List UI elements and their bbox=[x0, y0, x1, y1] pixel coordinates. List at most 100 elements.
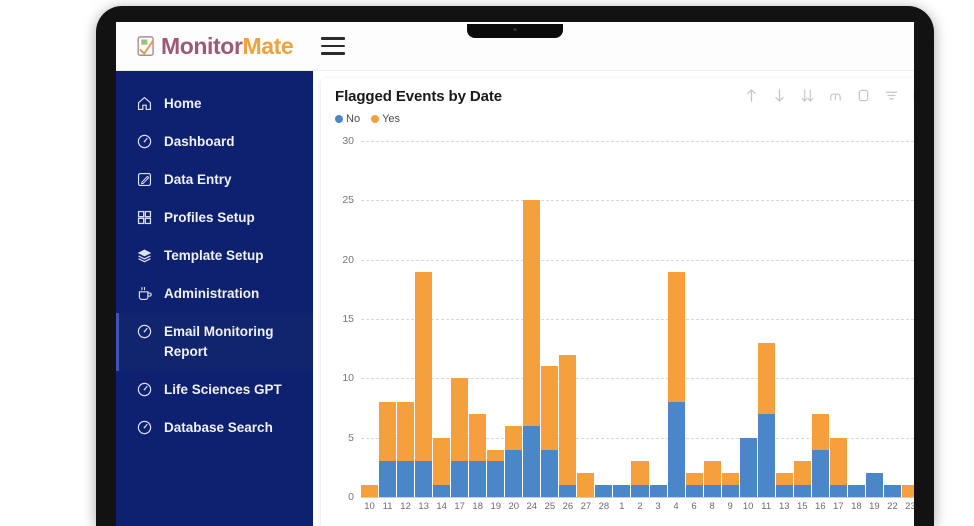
chart-bar[interactable] bbox=[685, 141, 703, 497]
expand-fullscreen-icon[interactable] bbox=[912, 88, 914, 103]
chart-bar[interactable] bbox=[811, 141, 829, 497]
bar-segment-no bbox=[721, 485, 739, 497]
home-icon bbox=[137, 96, 152, 111]
sidebar-item-label: Database Search bbox=[164, 420, 273, 435]
legend-item-no[interactable]: No bbox=[335, 113, 360, 125]
bar-segment-yes bbox=[361, 485, 379, 497]
bar-segment-no bbox=[757, 413, 775, 497]
chart-bar[interactable] bbox=[829, 141, 847, 497]
chart-bar[interactable] bbox=[559, 141, 577, 497]
chart-bar[interactable] bbox=[487, 141, 505, 497]
bar-segment-no bbox=[739, 437, 757, 497]
main-content: Flagged Events by Date No Yes bbox=[313, 71, 914, 526]
sidebar-item-email-monitoring-report[interactable]: Email Monitoring Report bbox=[116, 313, 313, 371]
sidebar-item-label: Email Monitoring Report bbox=[164, 324, 274, 359]
chart-bar[interactable] bbox=[469, 141, 487, 497]
sidebar-item-label: Life Sciences GPT bbox=[164, 382, 282, 397]
bar-segment-no bbox=[793, 485, 811, 497]
chart-bar[interactable] bbox=[541, 141, 559, 497]
chart-bar[interactable] bbox=[397, 141, 415, 497]
bar-segment-yes bbox=[415, 271, 433, 462]
bar-segment-no bbox=[775, 485, 793, 497]
sidebar-item-dashboard[interactable]: Dashboard bbox=[116, 123, 313, 161]
sidebar-item-database-search[interactable]: Database Search bbox=[116, 409, 313, 447]
chart-bar[interactable] bbox=[739, 141, 757, 497]
sidebar-item-home[interactable]: Home bbox=[116, 85, 313, 123]
sidebar-item-life-sciences-gpt[interactable]: Life Sciences GPT bbox=[116, 371, 313, 409]
sidebar-item-administration[interactable]: Administration bbox=[116, 275, 313, 313]
chart-bar[interactable] bbox=[775, 141, 793, 497]
chart-bar[interactable] bbox=[901, 141, 914, 497]
x-axis-tick-label: 17 bbox=[454, 501, 465, 512]
bar-segment-yes bbox=[577, 473, 595, 497]
x-axis-tick-label: 11 bbox=[382, 501, 393, 512]
x-axis-tick-label: 1 bbox=[619, 501, 625, 512]
hamburger-menu-icon[interactable] bbox=[321, 37, 346, 55]
bar-segment-yes bbox=[469, 413, 487, 462]
gridline bbox=[361, 378, 914, 380]
chart-bar[interactable] bbox=[379, 141, 397, 497]
x-axis-tick-label: 17 bbox=[833, 501, 844, 512]
x-axis-tick-label: 13 bbox=[778, 501, 790, 512]
x-axis-tick-label: 10 bbox=[364, 501, 375, 512]
legend-item-yes[interactable]: Yes bbox=[371, 113, 400, 125]
sidebar-item-template-setup[interactable]: Template Setup bbox=[116, 237, 313, 275]
sidebar-item-data-entry[interactable]: Data Entry bbox=[116, 161, 313, 199]
bar-segment-no bbox=[559, 485, 577, 497]
app-logo[interactable]: Monitor Mate bbox=[136, 33, 294, 60]
gauge-icon bbox=[137, 420, 152, 435]
chart-bar[interactable] bbox=[577, 141, 595, 497]
gridline bbox=[361, 437, 914, 439]
x-axis-tick-label: 4 bbox=[673, 501, 679, 512]
x-axis-tick-label: 14 bbox=[436, 501, 447, 512]
bar-segment-yes bbox=[667, 271, 685, 403]
chart-bar[interactable] bbox=[595, 141, 613, 497]
arrow-up-icon[interactable] bbox=[744, 88, 759, 103]
x-axis-tick-label: 6 bbox=[691, 501, 697, 512]
chart-bar[interactable] bbox=[757, 141, 775, 497]
chart-bar[interactable] bbox=[523, 141, 541, 497]
chart-bar[interactable] bbox=[631, 141, 649, 497]
chart-bar[interactable] bbox=[415, 141, 433, 497]
gauge-icon bbox=[137, 324, 152, 339]
sidebar-nav: Home Dashboard Data Entry bbox=[116, 71, 313, 526]
gauge-icon bbox=[137, 382, 152, 397]
copy-icon[interactable] bbox=[856, 88, 871, 103]
chart-bar[interactable] bbox=[883, 141, 901, 497]
bar-segment-no bbox=[865, 473, 883, 497]
chart-bar[interactable] bbox=[433, 141, 451, 497]
arrow-down-icon[interactable] bbox=[772, 88, 787, 103]
chart-legend: No Yes bbox=[335, 113, 909, 125]
clipboard-check-icon bbox=[137, 35, 154, 56]
bar-segment-yes bbox=[829, 437, 847, 486]
sort-descending-icon[interactable] bbox=[800, 88, 815, 103]
chart-bar[interactable] bbox=[451, 141, 469, 497]
chart-bar[interactable] bbox=[793, 141, 811, 497]
chart-card: Flagged Events by Date No Yes bbox=[321, 78, 914, 526]
chart-bar[interactable] bbox=[667, 141, 685, 497]
chart-bar[interactable] bbox=[361, 141, 379, 497]
bar-segment-yes bbox=[379, 402, 397, 462]
x-axis-tick-label: 11 bbox=[761, 501, 772, 512]
funnel-icon[interactable] bbox=[828, 88, 843, 103]
chart-bar[interactable] bbox=[505, 141, 523, 497]
chart-bar[interactable] bbox=[721, 141, 739, 497]
x-axis-tick-label: 19 bbox=[490, 501, 502, 512]
chart-bar[interactable] bbox=[649, 141, 667, 497]
x-axis-tick-label: 19 bbox=[869, 501, 880, 512]
bar-segment-yes bbox=[523, 200, 541, 426]
chart-bar[interactable] bbox=[613, 141, 631, 497]
x-axis-tick-label: 15 bbox=[796, 501, 808, 512]
chart-axis-line bbox=[361, 497, 914, 498]
sidebar-item-label: Data Entry bbox=[164, 172, 232, 187]
legend-color-swatch bbox=[371, 115, 380, 123]
chart-bar[interactable] bbox=[847, 141, 865, 497]
chart-bar[interactable] bbox=[865, 141, 883, 497]
x-axis-tick-label: 24 bbox=[526, 501, 538, 512]
bar-segment-no bbox=[397, 461, 415, 497]
chart-bar[interactable] bbox=[703, 141, 721, 497]
laptop-notch bbox=[467, 24, 563, 38]
filter-lines-icon[interactable] bbox=[884, 88, 899, 103]
gridline bbox=[361, 200, 914, 202]
sidebar-item-profiles-setup[interactable]: Profiles Setup bbox=[116, 199, 313, 237]
